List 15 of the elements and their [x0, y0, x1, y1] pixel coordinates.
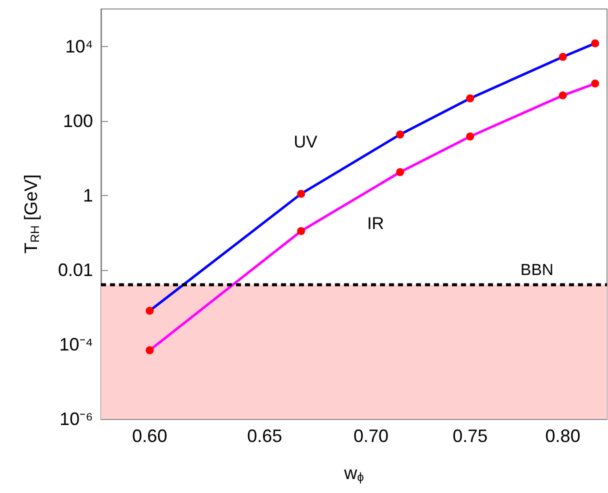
- y-axis-title: TRH [GeV]: [21, 174, 42, 254]
- ref-line-label: BBN: [520, 262, 554, 280]
- y-tick-label: 1: [82, 185, 93, 206]
- x-tick-label: 0.60: [132, 426, 168, 446]
- x-tick-label: 0.65: [247, 426, 282, 446]
- x-tick-label: 0.80: [545, 426, 580, 446]
- y-tick-label: 100: [62, 110, 93, 131]
- x-tick-label: 0.70: [354, 426, 389, 446]
- y-tick-label: 10⁴: [65, 36, 93, 56]
- y-tick-label: 0.01: [58, 260, 93, 280]
- y-tick-label: 10⁻⁶: [60, 409, 93, 429]
- series-label: IR: [367, 214, 384, 234]
- series-label: UV: [294, 132, 318, 152]
- x-tick-label: 0.75: [452, 426, 488, 446]
- y-tick-label: 10⁻⁴: [59, 334, 93, 354]
